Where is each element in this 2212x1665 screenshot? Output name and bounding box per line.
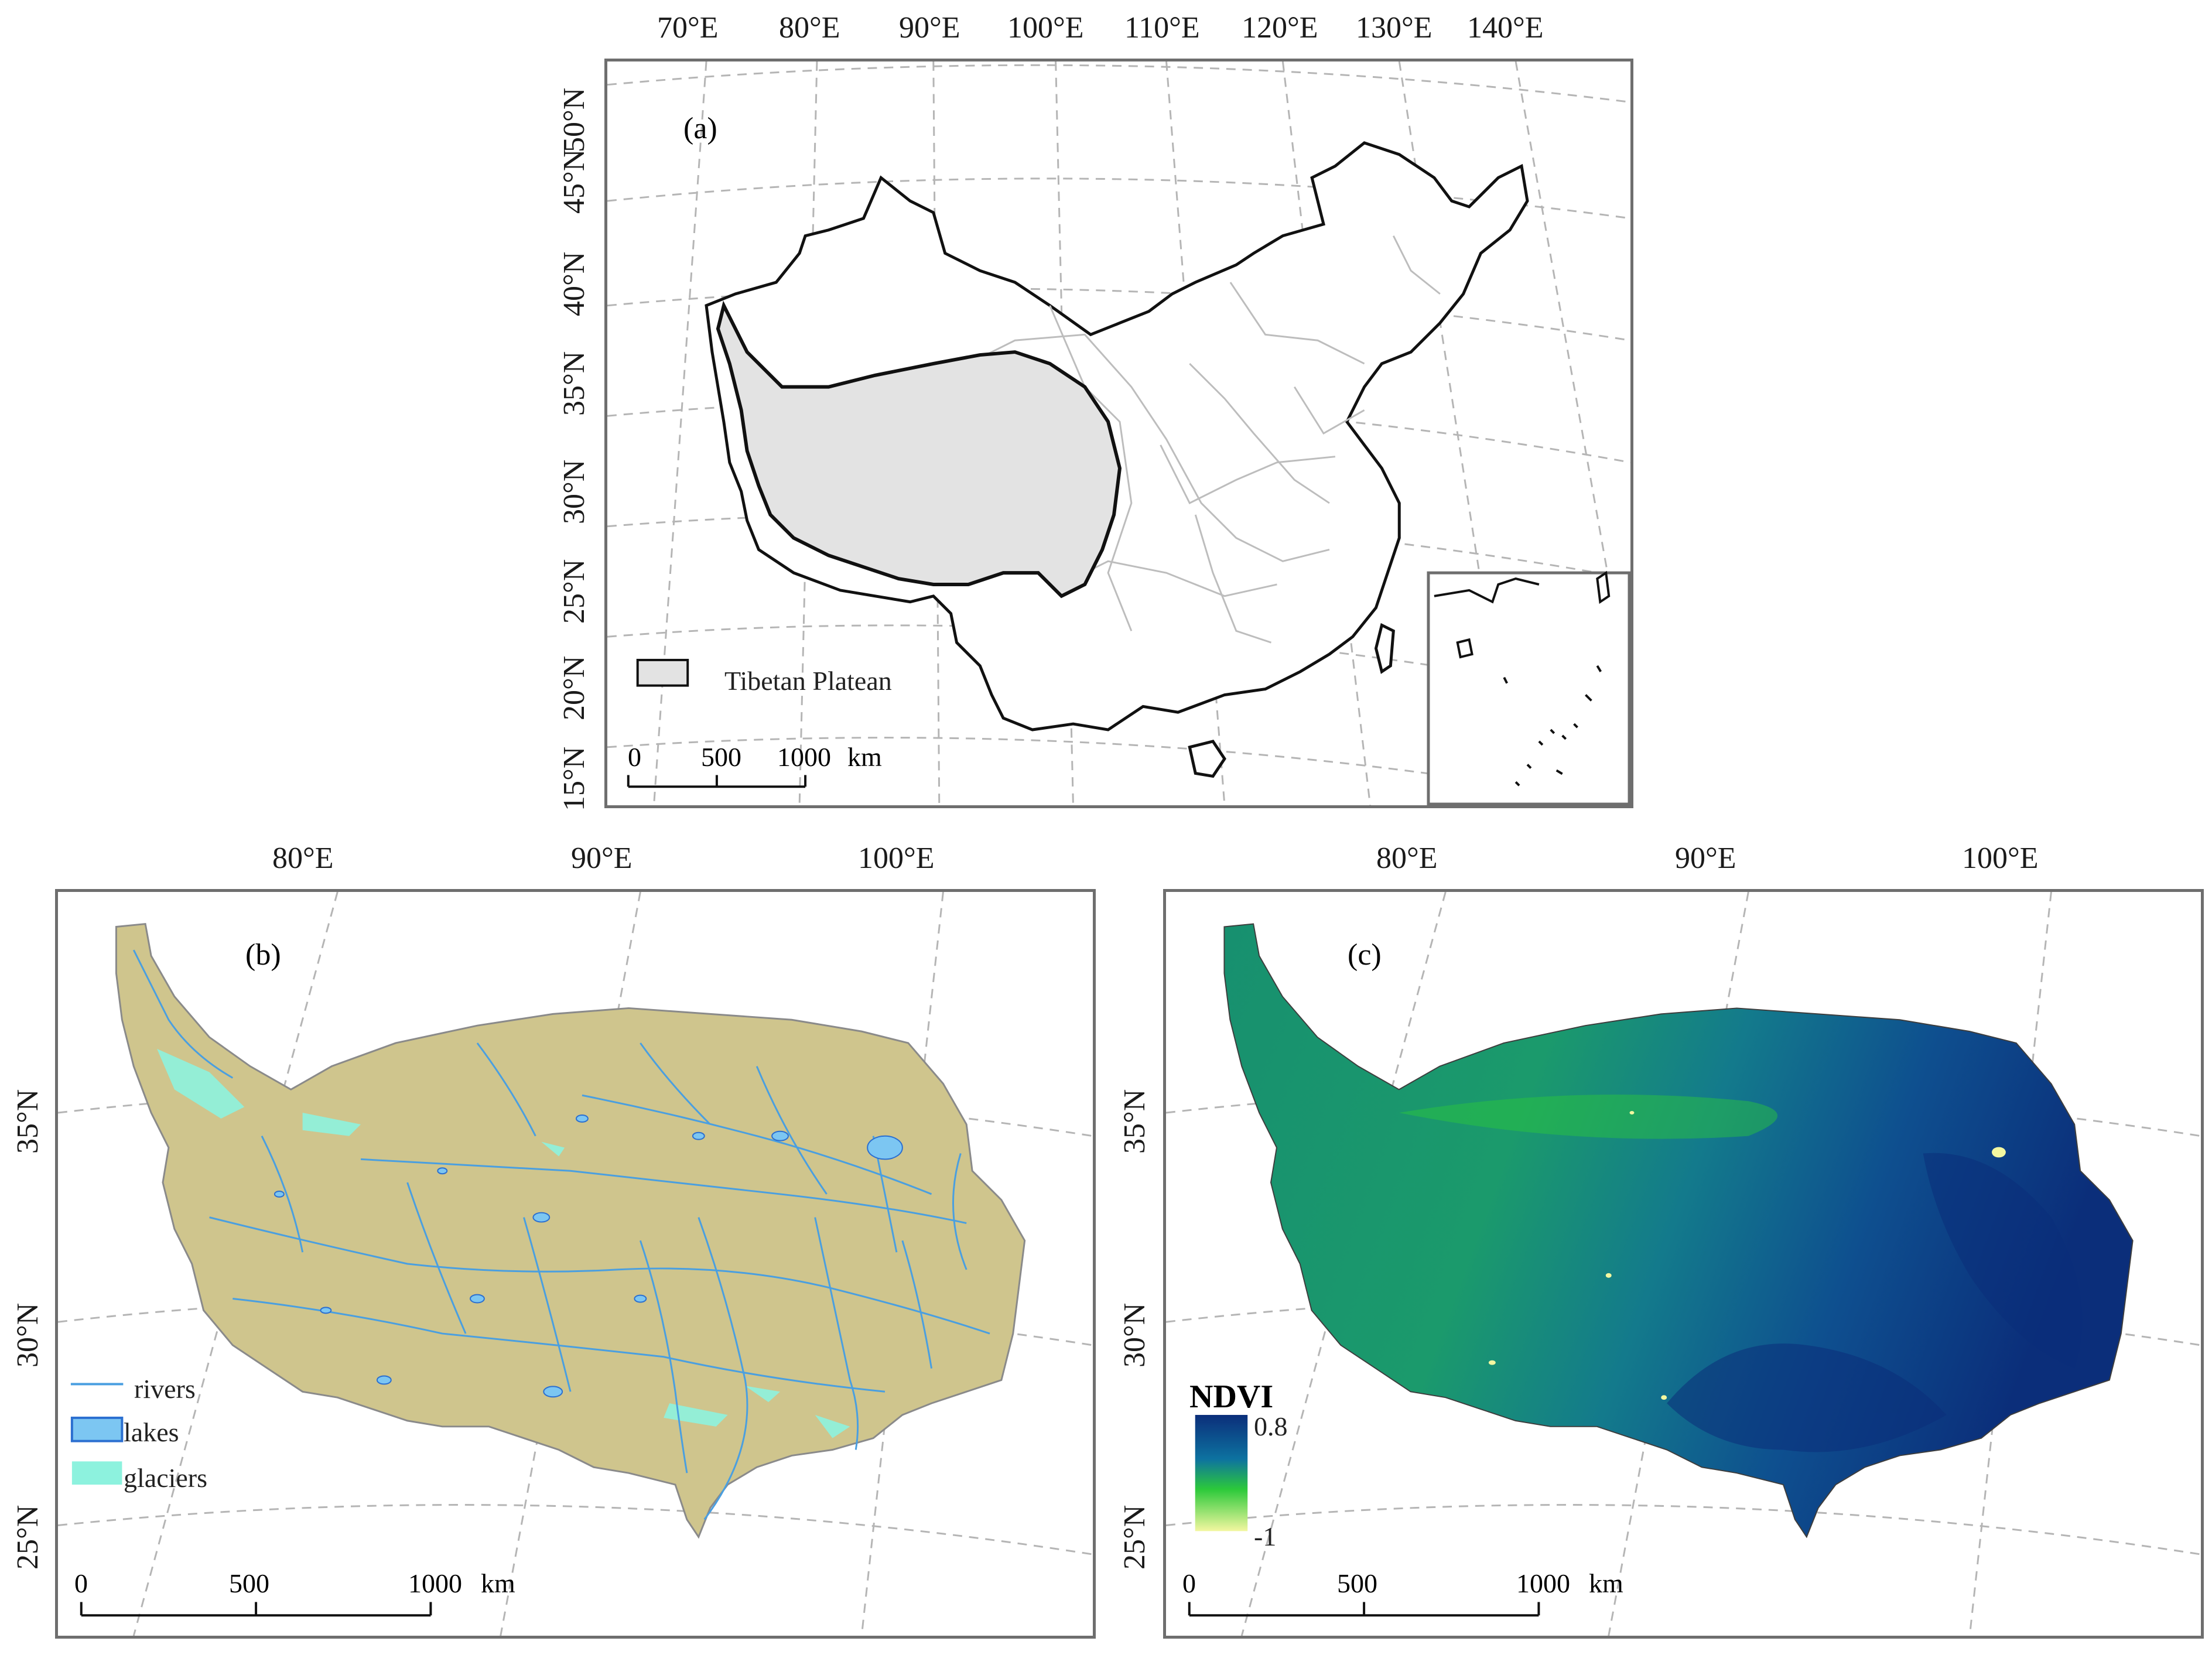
scale-tick-0: 0 (74, 1568, 88, 1598)
rivers-layer (132, 949, 990, 1520)
scale-unit: km (481, 1568, 515, 1598)
legend-swatch-plateau (636, 658, 689, 687)
legend-label-glaciers: glaciers (124, 1463, 208, 1493)
china-outline (705, 141, 1529, 731)
tibetan-plateau (716, 300, 1122, 599)
scale-tick-0: 0 (1182, 1568, 1196, 1598)
lon-label: 70°E (657, 11, 719, 45)
lon-label: 80°E (1376, 842, 1438, 875)
plateau-area (115, 922, 1026, 1539)
hainan-island (1188, 740, 1226, 778)
lat-label: 35°N (11, 1089, 45, 1154)
legend-label-tibetan-plateau: Tibetan Platean (724, 666, 892, 696)
scale-bar-a (627, 775, 807, 788)
ndvi-legend-title: NDVI (1189, 1379, 1274, 1415)
hydrology-map (58, 892, 1093, 1636)
lon-label: 100°E (1962, 842, 2039, 875)
scale-tick-500: 500 (229, 1568, 269, 1598)
inset-map (1427, 570, 1630, 805)
ndvi-legend-min: -1 (1254, 1522, 1277, 1551)
lat-label: 45°N (558, 149, 591, 214)
lon-label: 80°E (779, 11, 840, 45)
lon-label: 100°E (1007, 11, 1084, 45)
taiwan-island (1374, 623, 1395, 674)
lat-label: 25°N (11, 1505, 45, 1570)
map-panel-a: (a) Tibetan Platean 0 500 1000 km (604, 59, 1633, 808)
scale-tick-1000: 1000 (408, 1568, 462, 1598)
legend-label-rivers: rivers (134, 1374, 196, 1404)
lat-label: 35°N (558, 351, 591, 416)
scale-bar-b (80, 1602, 432, 1617)
glaciers-layer (157, 1048, 850, 1438)
map-panel-b: (b) rivers lakes glaciers 0 500 1000 km (55, 889, 1096, 1639)
lon-label: 100°E (858, 842, 935, 875)
lat-label: 35°N (1118, 1089, 1151, 1154)
china-map (607, 61, 1630, 805)
scale-tick-500: 500 (701, 742, 741, 772)
lat-label: 25°N (1118, 1505, 1151, 1570)
lon-label: 130°E (1356, 11, 1432, 45)
lat-label: 15°N (558, 746, 591, 811)
lon-label: 80°E (272, 842, 334, 875)
panel-label-a: (a) (683, 112, 717, 145)
lat-label: 40°N (558, 251, 591, 316)
lon-label: 90°E (1675, 842, 1736, 875)
lat-label: 30°N (11, 1302, 45, 1367)
lon-label: 90°E (899, 11, 960, 45)
lon-label: 90°E (571, 842, 633, 875)
ndvi-colorbar (1195, 1414, 1248, 1531)
panel-label-c: (c) (1348, 938, 1382, 972)
lat-label: 20°N (558, 655, 591, 720)
panel-label-b: (b) (245, 938, 281, 972)
scale-tick-500: 500 (1337, 1568, 1377, 1598)
lat-label: 30°N (1118, 1302, 1151, 1367)
scale-unit: km (1589, 1568, 1623, 1598)
scale-tick-0: 0 (628, 742, 641, 772)
lat-label: 50°N (558, 87, 591, 152)
legend-label-lakes: lakes (124, 1417, 179, 1447)
scale-bar-c (1188, 1602, 1540, 1617)
lon-label: 120°E (1242, 11, 1318, 45)
lon-label: 110°E (1124, 11, 1200, 45)
lakes-layer (273, 1114, 903, 1398)
lat-label: 25°N (558, 559, 591, 624)
map-panel-c: (c) NDVI 0.8 -1 0 500 1000 km (1163, 889, 2204, 1639)
ndvi-map (1166, 892, 2201, 1636)
lat-label: 30°N (558, 459, 591, 524)
scale-unit: km (847, 742, 882, 772)
legend-swatch-lakes (70, 1416, 124, 1442)
scale-tick-1000: 1000 (777, 742, 831, 772)
scale-tick-1000: 1000 (1516, 1568, 1570, 1598)
legend-swatch-glaciers (71, 1461, 122, 1485)
lon-label: 140°E (1467, 11, 1544, 45)
ndvi-legend-max: 0.8 (1254, 1411, 1288, 1441)
